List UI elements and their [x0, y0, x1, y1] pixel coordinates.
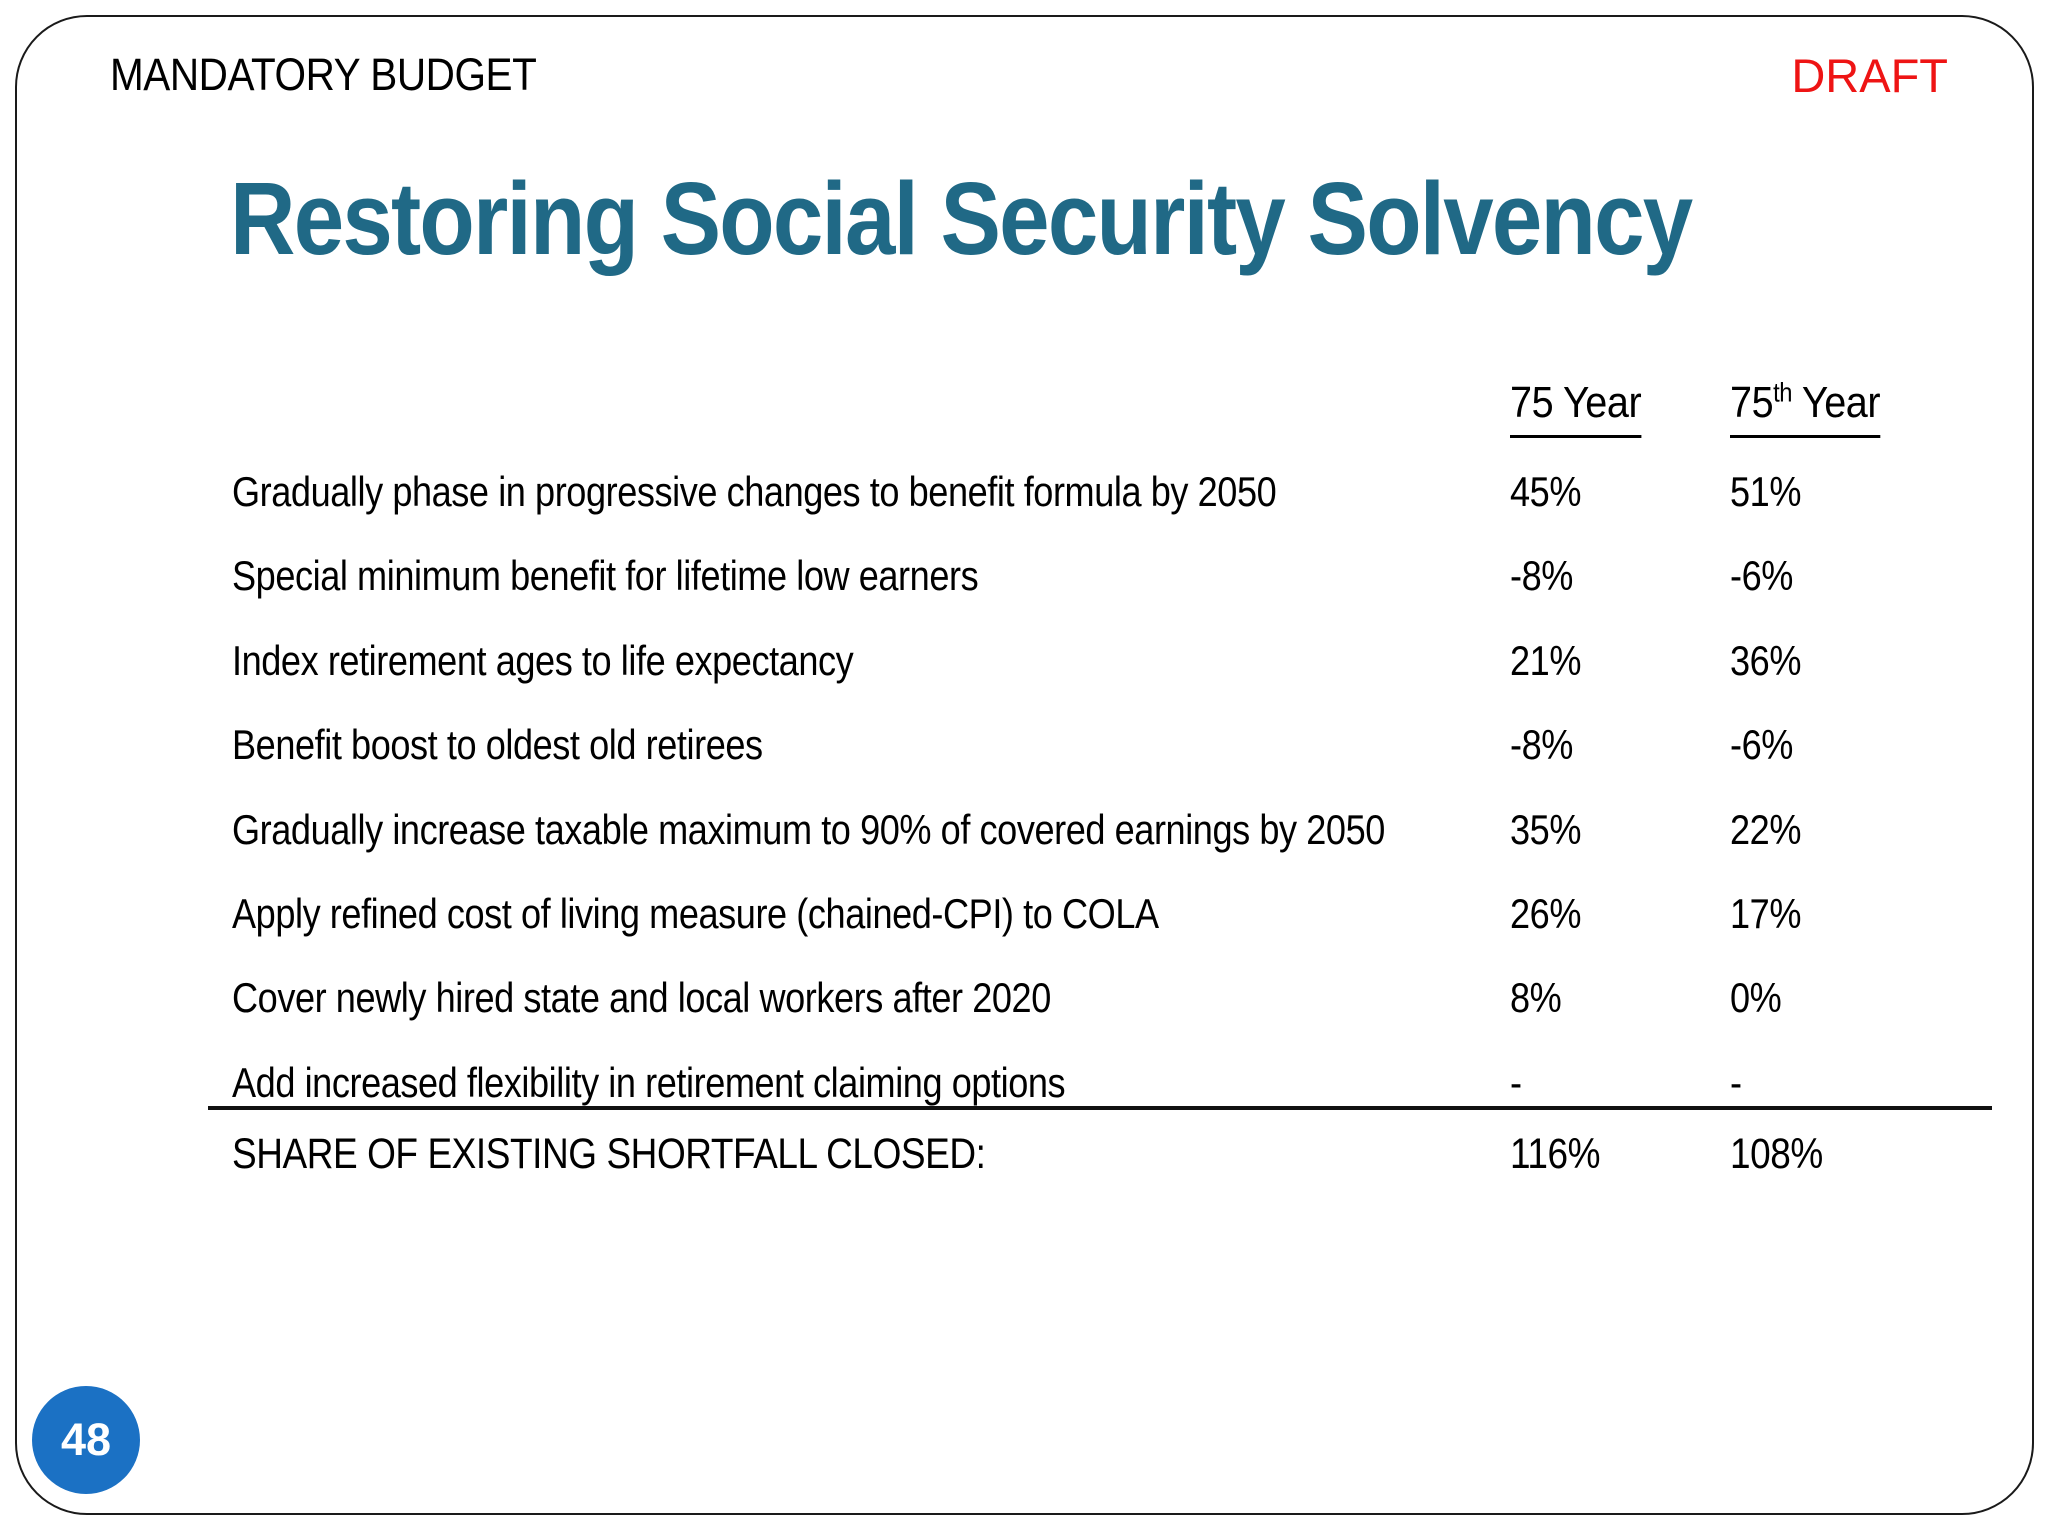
- row-value-75yr: 8%: [1510, 974, 1562, 1022]
- total-label: SHARE OF EXISTING SHORTFALL CLOSED:: [232, 1130, 986, 1178]
- row-value-75th-yr: -6%: [1730, 552, 1793, 600]
- row-value-75yr: -: [1510, 1058, 1522, 1106]
- row-value-75yr: -8%: [1510, 721, 1573, 769]
- row-label: Gradually increase taxable maximum to 90…: [232, 805, 1385, 853]
- row-value-75th-yr: 36%: [1730, 636, 1802, 684]
- draft-watermark-text: DRAFT: [1791, 49, 1948, 102]
- solvency-table: Gradually phase in progressive changes t…: [232, 468, 2002, 1143]
- row-value-75yr: 45%: [1510, 468, 1582, 515]
- page-title: Restoring Social Security Solvency: [230, 160, 1891, 278]
- row-value-75yr: 21%: [1510, 636, 1582, 684]
- page-number: 48: [60, 1414, 112, 1465]
- total-separator-line: [208, 1106, 1992, 1110]
- superscript-th: th: [1773, 377, 1793, 408]
- slide-section-header-text: MANDATORY BUDGET: [110, 49, 537, 100]
- row-value-75yr: 26%: [1510, 889, 1582, 937]
- draft-watermark: DRAFT: [1791, 50, 1948, 102]
- row-label: Cover newly hired state and local worker…: [232, 974, 1051, 1022]
- row-label: Benefit boost to oldest old retirees: [232, 721, 763, 769]
- table-column-headers: 75 Year 75th Year: [0, 378, 2048, 438]
- row-value-75yr: 35%: [1510, 805, 1582, 853]
- slide-section-header: MANDATORY BUDGET: [110, 50, 584, 100]
- column-header-75-year: 75 Year: [1510, 378, 1656, 438]
- table-total-row: SHARE OF EXISTING SHORTFALL CLOSED: 116%…: [232, 1130, 2002, 1178]
- row-label: Gradually phase in progressive changes t…: [232, 468, 1277, 515]
- row-value-75th-yr: 22%: [1730, 805, 1802, 853]
- row-value-75th-yr: 17%: [1730, 889, 1802, 937]
- row-value-75th-yr: 51%: [1730, 468, 1802, 515]
- total-value-75th-yr: 108%: [1730, 1130, 1823, 1178]
- page-title-text: Restoring Social Security Solvency: [230, 161, 1693, 276]
- row-label: Special minimum benefit for lifetime low…: [232, 552, 979, 600]
- row-value-75yr: -8%: [1510, 552, 1573, 600]
- row-value-75th-yr: -: [1730, 1058, 1742, 1106]
- row-value-75th-yr: -6%: [1730, 721, 1793, 769]
- row-label: Add increased flexibility in retirement …: [232, 1058, 1066, 1106]
- page-number-badge: 48: [32, 1386, 140, 1494]
- row-label: Index retirement ages to life expectancy: [232, 636, 854, 684]
- total-value-75yr: 116%: [1510, 1130, 1601, 1178]
- column-header-75th-year: 75th Year: [1730, 378, 1897, 438]
- row-value-75th-yr: 0%: [1730, 974, 1782, 1022]
- row-label: Apply refined cost of living measure (ch…: [232, 889, 1159, 937]
